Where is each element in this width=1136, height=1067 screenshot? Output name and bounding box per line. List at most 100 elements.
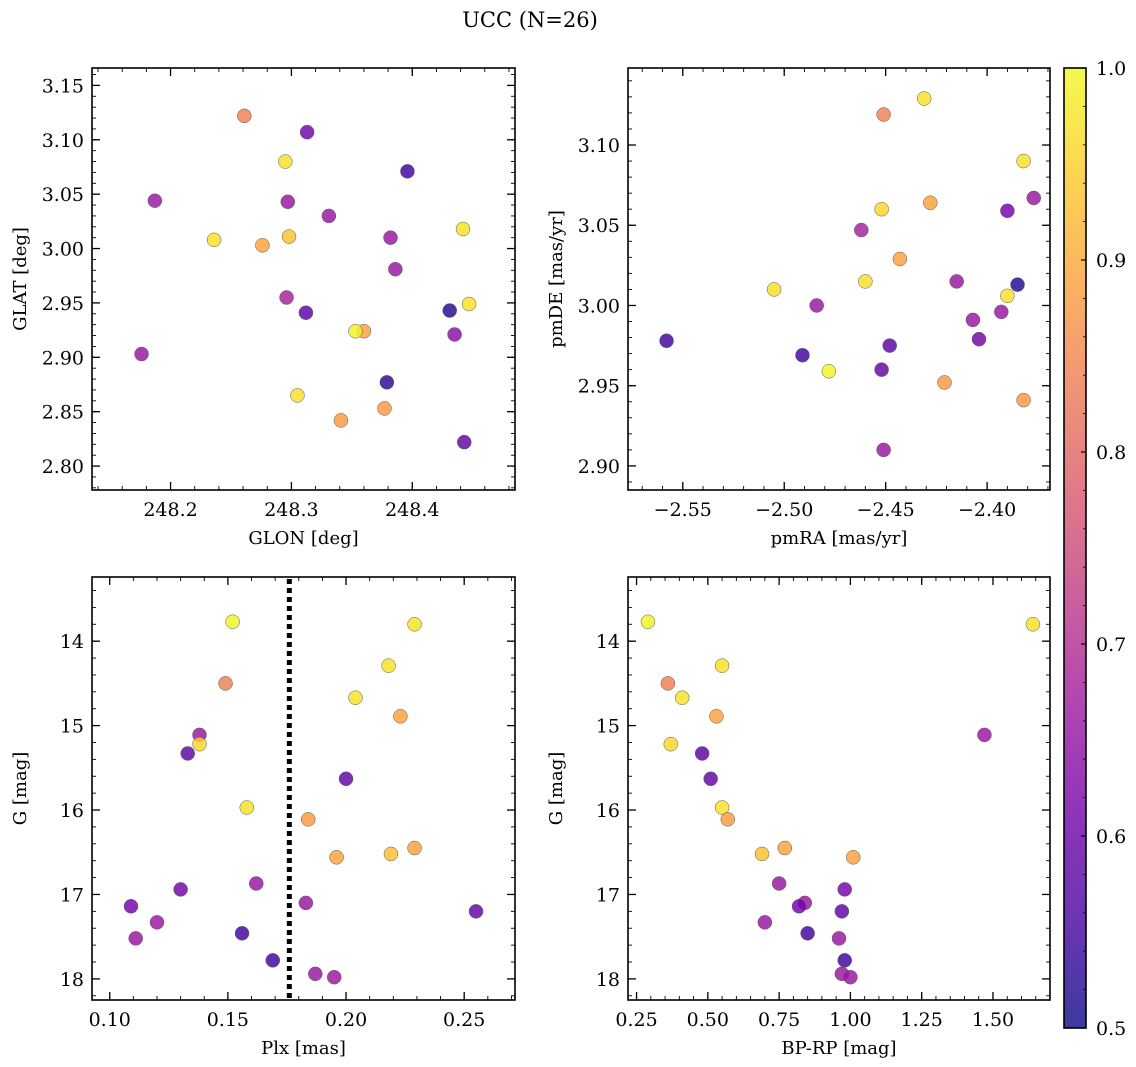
scatter-point: [239, 800, 255, 815]
scatter-point: [329, 850, 344, 865]
scatter-point: [338, 771, 354, 787]
scatter-point: [456, 434, 472, 450]
x-axis-label: Plx [mas]: [261, 1038, 346, 1059]
x-tick-label: −2.40: [958, 499, 1016, 521]
colorbar-frame: [1063, 67, 1087, 1029]
scatter-point: [916, 91, 932, 106]
panel-plx-g: 0.10 0.15 0.20 0.25 14 15 16 17 18 Plx [mas] G [ma…: [10, 576, 516, 1059]
scatter-point: [663, 736, 679, 752]
scatter-point: [333, 413, 349, 428]
y-tick-label: 3.15: [42, 75, 84, 97]
scatter-point: [843, 969, 858, 985]
scatter-point: [278, 154, 293, 169]
x-tick-label: 1.00: [829, 1009, 871, 1031]
panel-pmra-pmde: −2.55 −2.50 −2.45 −2.40 2.90 2.95 3.00 3.05 3.10…: [546, 67, 1051, 549]
x-tick-label: −2.50: [755, 499, 813, 521]
panel-bprp-g: 0.25 0.50 0.75 1.00 1.25 1.50 14 15 16 17 18 BP-RP …: [546, 576, 1051, 1059]
scatter-point: [854, 222, 869, 238]
scatter-point: [800, 926, 815, 941]
scatter-point: [447, 327, 462, 342]
scatter-point: [766, 282, 782, 297]
scatter-point: [280, 194, 296, 210]
scatter-point: [874, 201, 889, 217]
scatter-point: [703, 771, 718, 787]
scatter-point: [192, 736, 207, 752]
scatter-point: [709, 709, 724, 724]
scatter-point: [1016, 392, 1031, 408]
y-tick-label: 14: [60, 631, 84, 653]
x-tick-label: −2.45: [857, 499, 915, 521]
x-tick-label: 0.25: [615, 1009, 657, 1031]
y-tick-label: 17: [60, 884, 84, 906]
y-tick-label: 3.10: [42, 130, 84, 152]
scatter-point: [846, 850, 861, 865]
x-axis-label: GLON [deg]: [248, 528, 358, 549]
scatter-point: [882, 338, 897, 353]
scatter-point: [265, 953, 281, 968]
scatter-point: [714, 658, 730, 673]
colorbar: 0.5 0.6 0.7 0.8 0.9 1.0: [1063, 58, 1126, 1040]
scatter-point: [674, 690, 690, 705]
scatter-point: [874, 362, 889, 377]
x-tick-label: 0.15: [207, 1009, 249, 1031]
scatter-point: [640, 614, 656, 629]
colorbar-gradient: [1064, 68, 1086, 1028]
y-tick-label: 3.10: [578, 135, 620, 157]
scatter-point: [837, 953, 852, 968]
scatter-point: [180, 746, 195, 761]
y-tick-label: 3.05: [42, 184, 84, 206]
scatter-point: [468, 904, 484, 919]
plot-frame: [91, 576, 516, 1001]
y-tick-label: 2.90: [578, 456, 620, 478]
scatter-point: [1000, 203, 1015, 219]
scatter-point: [290, 388, 305, 403]
scatter-point: [134, 346, 149, 362]
scatter-point: [720, 812, 736, 827]
scatter-point: [298, 305, 314, 320]
scatter-point: [977, 727, 992, 743]
y-tick-label: 3.05: [578, 215, 620, 237]
scatter-point: [660, 676, 676, 691]
colorbar-tick-label: 0.6: [1096, 826, 1126, 848]
scatter-point: [308, 966, 323, 982]
x-tick-label: 248.2: [143, 499, 197, 521]
scatter-point: [1010, 277, 1025, 292]
colorbar-tick-label: 1.0: [1096, 58, 1126, 80]
scatter-point: [400, 164, 415, 179]
scatter-point: [771, 876, 787, 891]
scatter-point: [461, 296, 477, 312]
scatter-point: [757, 915, 773, 930]
scatter-point: [876, 442, 891, 458]
y-tick-label: 15: [596, 716, 620, 738]
scatter-point: [147, 193, 163, 208]
y-tick-label: 3.00: [578, 295, 620, 317]
scatter-point: [965, 312, 981, 328]
scatter-point: [281, 229, 297, 244]
scatter-point: [383, 846, 399, 862]
scatter-point: [206, 232, 222, 248]
scatter-point: [1025, 617, 1041, 632]
scatter-point: [937, 375, 952, 390]
scatter-point: [831, 931, 847, 946]
y-axis-label: G [mag]: [10, 752, 31, 825]
figure-title: UCC (N=26): [462, 8, 598, 32]
y-tick-label: 17: [596, 884, 620, 906]
scatter-point: [1000, 288, 1015, 304]
y-tick-label: 3.00: [42, 239, 84, 261]
scatter-point: [128, 931, 143, 946]
scatter-point: [234, 926, 250, 941]
colorbar-tick-label: 0.8: [1096, 442, 1126, 464]
colorbar-tick-label: 0.5: [1096, 1018, 1126, 1040]
scatter-point: [149, 915, 165, 930]
y-tick-label: 2.80: [42, 456, 84, 478]
scatter-point: [237, 108, 252, 124]
y-axis-label: GLAT [deg]: [10, 227, 31, 331]
scatter-point: [383, 230, 398, 245]
plot-frame: [627, 576, 1051, 1001]
x-tick-label: 1.25: [901, 1009, 943, 1031]
scatter-point: [795, 347, 810, 363]
scatter-point: [1026, 190, 1042, 206]
y-tick-label: 16: [60, 800, 84, 822]
scatter-point: [994, 304, 1009, 320]
scatter-point: [381, 658, 396, 673]
